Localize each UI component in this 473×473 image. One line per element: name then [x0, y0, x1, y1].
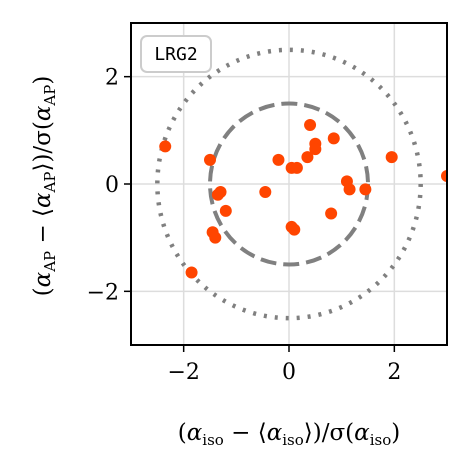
- data-point: [359, 183, 372, 196]
- x-axis-label: (αiso − ⟨αiso⟩)/σ(αiso): [178, 420, 400, 449]
- data-point: [204, 153, 216, 166]
- data-point: [325, 207, 338, 220]
- data-point: [385, 151, 398, 164]
- data-point: [185, 266, 198, 279]
- y-tick-label: −2: [87, 280, 119, 305]
- y-axis-label: (αAP − ⟨αAP⟩)/σ(αAP): [30, 76, 59, 297]
- data-point: [309, 143, 322, 156]
- dotted-circle: [155, 47, 423, 321]
- data-point: [209, 231, 222, 244]
- data-point: [327, 132, 340, 145]
- legend-badge: LRG2: [140, 35, 212, 73]
- data-points: [159, 118, 447, 279]
- data-point: [259, 186, 272, 199]
- data-point: [272, 153, 285, 166]
- grid: [131, 23, 447, 345]
- data-point: [304, 118, 317, 131]
- data-point: [288, 223, 301, 236]
- x-tick-label: −2: [167, 360, 199, 385]
- x-tick-label: 2: [387, 360, 401, 385]
- data-point: [219, 204, 232, 217]
- data-point: [343, 183, 356, 196]
- data-point: [290, 161, 303, 174]
- ticks: −2 0 2 −2 0 2: [87, 66, 402, 385]
- x-tick-label: 0: [282, 360, 296, 385]
- y-tick-label: 2: [105, 66, 119, 91]
- data-point: [159, 140, 172, 153]
- badge-label: LRG2: [154, 44, 197, 65]
- data-point: [211, 188, 224, 201]
- y-tick-label: 0: [105, 173, 119, 198]
- data-point: [441, 169, 447, 182]
- data-point: [301, 151, 314, 164]
